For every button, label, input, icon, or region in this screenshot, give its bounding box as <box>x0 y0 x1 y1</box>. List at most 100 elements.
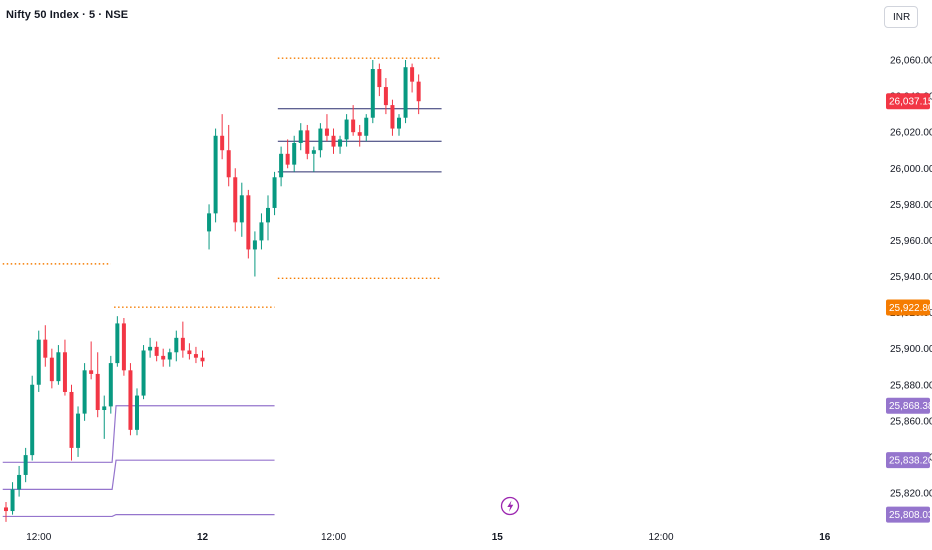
price-tag-box <box>886 506 930 523</box>
price-tag-label: 25,838.20 <box>889 456 932 467</box>
y-tick-label: 25,940.00 <box>890 272 932 283</box>
candle <box>318 123 323 158</box>
candle <box>115 316 120 367</box>
candle-body <box>357 132 362 136</box>
candle-body <box>338 139 343 147</box>
candle-body <box>344 119 349 140</box>
candle-body <box>298 130 303 143</box>
candle <box>187 343 192 360</box>
candle-body <box>56 352 61 382</box>
candle-body <box>390 105 395 129</box>
candle-body <box>285 153 290 165</box>
candle <box>351 105 356 136</box>
candle <box>357 124 362 147</box>
candle-body <box>239 195 244 223</box>
candle <box>4 502 8 522</box>
candle-body <box>246 195 251 250</box>
candle <box>36 330 41 392</box>
x-tick-label: 15 <box>492 532 504 543</box>
candle-body <box>318 128 323 151</box>
band-upper-line <box>2 405 275 463</box>
candle <box>279 146 284 187</box>
candle <box>43 325 48 367</box>
candle-body <box>331 135 336 147</box>
candle-body <box>383 87 388 106</box>
candle-body <box>305 130 310 154</box>
candle <box>56 345 61 385</box>
candle <box>17 465 22 497</box>
candle <box>207 204 212 250</box>
candle-body <box>108 363 113 407</box>
candle <box>344 114 349 147</box>
y-tick-label: 25,880.00 <box>890 380 932 391</box>
candle <box>141 345 146 400</box>
candle <box>233 168 238 232</box>
candle-body <box>220 135 225 151</box>
candle <box>69 384 74 461</box>
candle-body <box>324 128 329 136</box>
price-tag-label: 26,037.15 <box>889 97 932 108</box>
candle <box>193 346 198 364</box>
currency-selector[interactable]: INR <box>884 6 918 28</box>
candle <box>102 395 107 439</box>
candle-body <box>4 507 8 512</box>
candle <box>331 128 336 154</box>
candle-body <box>279 153 284 178</box>
x-tick-label: 12 <box>197 532 209 543</box>
candle-body <box>416 81 421 102</box>
candle <box>76 406 81 457</box>
time-axis[interactable]: 12:00 12 12:00 15 12:00 16 <box>26 532 831 543</box>
y-tick-label: 25,820.00 <box>890 489 932 500</box>
y-tick-label: 25,900.00 <box>890 344 932 355</box>
alert-button[interactable] <box>500 496 520 516</box>
band-lower-line <box>2 513 275 518</box>
candle <box>410 63 415 93</box>
price-tag-box <box>886 299 930 316</box>
candle <box>259 213 264 250</box>
candle <box>298 123 303 151</box>
candle <box>200 350 205 367</box>
price-tag: 26,037.15 <box>886 93 932 110</box>
candle-body <box>23 455 28 475</box>
candle <box>30 375 35 461</box>
candle <box>49 348 54 389</box>
candle <box>167 348 172 367</box>
candle-body <box>128 370 133 430</box>
candle <box>23 447 28 483</box>
price-tag: 25,868.38 <box>886 397 932 414</box>
candle <box>239 182 244 237</box>
lightning-bolt-glyph <box>507 500 514 512</box>
candle-body <box>403 67 408 118</box>
candle <box>370 60 375 124</box>
candle <box>324 114 329 142</box>
candle <box>135 388 139 436</box>
candle <box>226 124 231 187</box>
candle <box>416 74 421 115</box>
candle-body <box>17 474 22 490</box>
candle <box>390 99 395 136</box>
candle-body <box>95 373 100 411</box>
candle-body <box>397 117 401 129</box>
candle-body <box>207 213 212 232</box>
candle <box>89 341 94 380</box>
y-tick-label: 25,960.00 <box>890 236 932 247</box>
candle-body <box>89 370 94 374</box>
candle <box>364 114 369 142</box>
price-axis[interactable]: 25,820.0025,840.0025,860.0025,880.0025,9… <box>890 56 932 500</box>
candle-body <box>252 240 257 250</box>
candle-body <box>200 357 205 362</box>
candle-body <box>174 337 179 353</box>
candle <box>403 60 408 124</box>
candle <box>266 195 270 241</box>
candle <box>305 124 310 160</box>
candle <box>161 348 166 367</box>
candle-body <box>135 395 139 430</box>
candle-body <box>76 413 81 448</box>
candle <box>246 189 251 259</box>
x-tick-label: 16 <box>819 532 831 543</box>
symbol-title[interactable]: Nifty 50 Index · 5 · NSE <box>6 9 129 21</box>
price-tag-box <box>886 93 930 110</box>
candle-body <box>161 355 166 360</box>
candle-body <box>141 350 146 396</box>
